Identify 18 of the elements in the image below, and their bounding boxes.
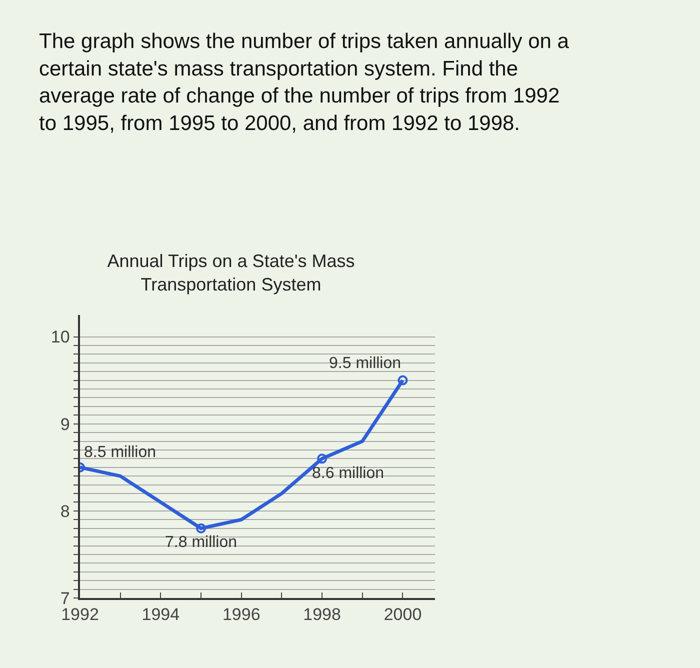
- annotation: 8.6 million: [312, 465, 384, 482]
- x-tick-label: 1998: [303, 605, 341, 624]
- annotation: 7.8 million: [165, 534, 238, 551]
- text: The graph shows the number of trips taken annually on a certain state's mass transportation system. Find the average rate of change of the number of trips from 1992 to 1995, from 1995 to 2000, and from 1992 to 1998.: [39, 30, 570, 135]
- annotation: 8.5 million: [84, 444, 156, 461]
- y-tick-label: 7: [60, 588, 70, 608]
- annotation: 9.5 million: [329, 355, 402, 372]
- chart-title: Annual Trips on a State's Mass Transportation System: [107, 251, 355, 295]
- point: [196, 523, 206, 534]
- point: [398, 375, 408, 386]
- y-tick-label: 8: [60, 502, 70, 521]
- y-tick-label: 10: [50, 328, 70, 347]
- x-tick-label: 2000: [384, 605, 422, 624]
- x-tick-label: 1994: [142, 605, 180, 624]
- y-tick-label: 9: [60, 414, 70, 434]
- x-tick-label: 1992: [61, 605, 99, 624]
- point: [317, 454, 328, 464]
- x-tick-label: 1996: [222, 605, 260, 624]
